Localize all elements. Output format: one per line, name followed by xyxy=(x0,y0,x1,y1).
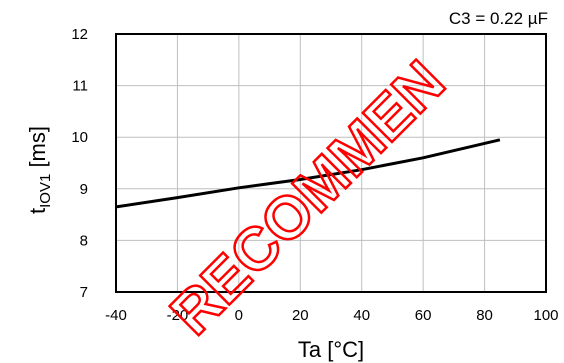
watermark-text: RECOMMEN xyxy=(158,48,458,348)
x-tick-label: 20 xyxy=(292,307,309,324)
plot-frame xyxy=(115,33,547,293)
y-axis-title-unit: [ms] xyxy=(25,126,50,174)
x-axis-title: Ta [°C] xyxy=(298,337,364,362)
y-tick-label: 10 xyxy=(71,129,88,146)
series-line xyxy=(115,138,501,209)
x-tick-label: 80 xyxy=(476,307,493,324)
annotation-label: C3 = 0.22 µF xyxy=(449,9,548,28)
y-tick-label: 8 xyxy=(80,232,88,249)
y-tick-label: 9 xyxy=(80,181,88,198)
series-layer xyxy=(115,138,501,209)
x-tick-label: 60 xyxy=(415,307,432,324)
x-tick-label: 100 xyxy=(533,307,558,324)
grid-lines xyxy=(116,34,546,292)
y-axis-title-main: t xyxy=(25,208,50,214)
x-tick-label: 40 xyxy=(353,307,370,324)
y-axis-title: tIOV1 [ms] xyxy=(25,126,54,214)
y-axis-title-subscript: IOV1 xyxy=(37,174,54,208)
watermark: RECOMMEN xyxy=(156,46,458,348)
x-tick-label: 0 xyxy=(235,307,243,324)
y-tick-label: 11 xyxy=(72,78,88,95)
x-tick-label: -40 xyxy=(105,307,127,324)
x-tick-label: -20 xyxy=(167,307,189,324)
tick-labels: -40 -20 0 20 40 60 80 100 7 8 9 10 11 12 xyxy=(71,26,558,324)
y-tick-label: 12 xyxy=(71,26,88,43)
y-tick-label: 7 xyxy=(80,284,88,301)
